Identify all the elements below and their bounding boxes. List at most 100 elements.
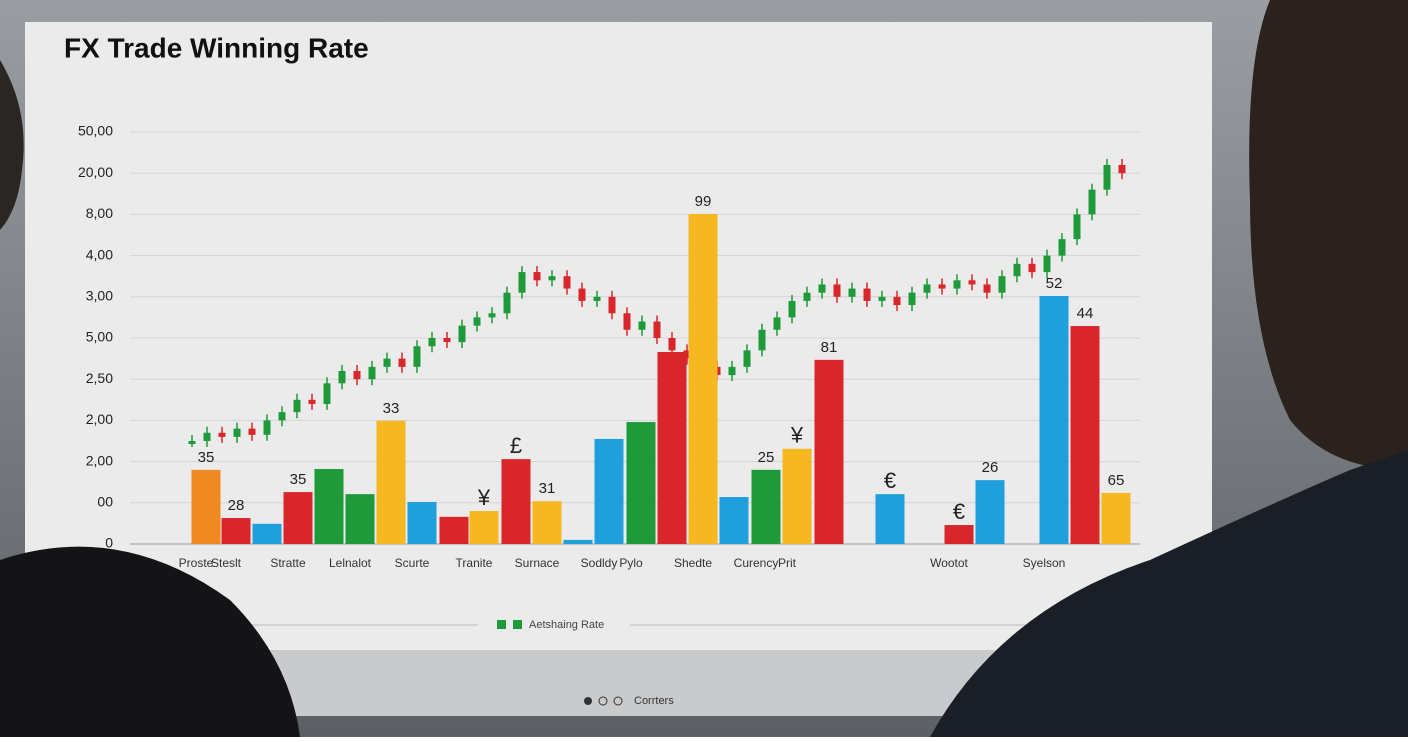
candle xyxy=(293,399,301,413)
candle xyxy=(443,338,451,343)
y-tick-label: 5,00 xyxy=(86,329,113,345)
candle xyxy=(503,292,511,314)
candle xyxy=(578,288,586,301)
x-tick-label: Tranite xyxy=(456,556,493,570)
x-tick-label: Steslt xyxy=(211,556,242,570)
bar-label: 44 xyxy=(1077,305,1094,322)
bar xyxy=(1070,326,1100,544)
x-tick-label: Sodldy xyxy=(581,556,618,570)
candle xyxy=(848,288,856,297)
x-tick-label: Stratte xyxy=(270,556,306,570)
candle xyxy=(938,284,946,289)
x-tick-label: Curency xyxy=(734,556,779,570)
bar-label: 52 xyxy=(1046,275,1063,292)
x-tick-label: Proste xyxy=(179,556,214,570)
candle xyxy=(1043,255,1051,273)
candle xyxy=(878,296,886,301)
candle xyxy=(188,441,196,444)
candle xyxy=(638,321,646,330)
candle xyxy=(908,292,916,306)
viewer-shoulder-right xyxy=(930,450,1408,737)
candle xyxy=(953,280,961,289)
viewer-head-left xyxy=(0,60,24,230)
bar xyxy=(532,501,562,544)
candle xyxy=(338,370,346,384)
bar-label: 99 xyxy=(695,193,712,210)
candle xyxy=(593,296,601,301)
x-tick-label: Syelson xyxy=(1023,556,1066,570)
bar-label: £ xyxy=(510,433,522,458)
bar xyxy=(221,518,251,544)
legend-swatch xyxy=(497,620,506,629)
bar xyxy=(191,469,221,544)
bar xyxy=(314,469,344,544)
candle xyxy=(323,383,331,404)
candle xyxy=(653,321,661,338)
candle xyxy=(203,432,211,441)
candle xyxy=(473,317,481,326)
candle xyxy=(278,412,286,421)
chart-title: FX Trade Winning Rate xyxy=(64,32,369,63)
bar xyxy=(944,525,974,544)
bar xyxy=(439,516,469,544)
candle xyxy=(893,296,901,306)
page-dot[interactable] xyxy=(598,696,608,706)
bar xyxy=(345,494,375,544)
y-tick-label: 2,50 xyxy=(86,370,113,386)
bar xyxy=(719,497,749,544)
x-tick-label: Wootot xyxy=(930,556,968,570)
bar xyxy=(594,438,624,544)
x-tick-label: Shedte xyxy=(674,556,712,570)
candle xyxy=(1073,214,1081,240)
candle xyxy=(833,284,841,297)
candle xyxy=(1028,263,1036,273)
candle xyxy=(1058,239,1066,256)
y-tick-label: 50,00 xyxy=(78,123,113,139)
bar xyxy=(875,494,905,544)
bar xyxy=(501,459,531,544)
candle xyxy=(983,284,991,293)
candle xyxy=(923,284,931,293)
bar xyxy=(688,213,718,544)
y-tick-label: 2,00 xyxy=(86,452,113,468)
candle xyxy=(1013,263,1021,277)
bar-label: 65 xyxy=(1108,472,1125,489)
bar xyxy=(407,501,437,544)
candle xyxy=(668,338,676,351)
bar xyxy=(563,539,593,544)
candle xyxy=(818,284,826,293)
candle xyxy=(218,432,226,437)
candle xyxy=(788,300,796,318)
x-tick-label: Pylo xyxy=(619,556,643,570)
bar-label: 26 xyxy=(982,459,999,476)
x-tick-label: Lelnalot xyxy=(329,556,372,570)
footer-label: Corrters xyxy=(634,695,674,707)
bar xyxy=(975,480,1005,544)
candle xyxy=(1088,189,1096,215)
candle xyxy=(233,428,241,437)
candle xyxy=(353,370,361,380)
candle xyxy=(863,288,871,301)
candle xyxy=(428,338,436,347)
page-dot[interactable] xyxy=(613,696,623,706)
candle xyxy=(608,296,616,314)
bar xyxy=(252,523,282,544)
bar xyxy=(1039,295,1069,544)
bar-label: 35 xyxy=(290,471,307,488)
x-tick-label: Surnace xyxy=(515,556,560,570)
bar-label: ¥ xyxy=(477,485,491,510)
y-tick-label: 4,00 xyxy=(86,246,113,262)
candle xyxy=(533,272,541,281)
candle xyxy=(683,350,691,359)
y-tick-label: 8,00 xyxy=(86,205,113,221)
x-tick-label: Scurte xyxy=(395,556,430,570)
page-dot[interactable] xyxy=(584,697,592,705)
bar-label: € xyxy=(953,499,965,524)
bar xyxy=(751,469,781,544)
candle xyxy=(383,358,391,367)
bar xyxy=(782,448,812,544)
candle xyxy=(773,317,781,330)
bar xyxy=(814,359,844,544)
